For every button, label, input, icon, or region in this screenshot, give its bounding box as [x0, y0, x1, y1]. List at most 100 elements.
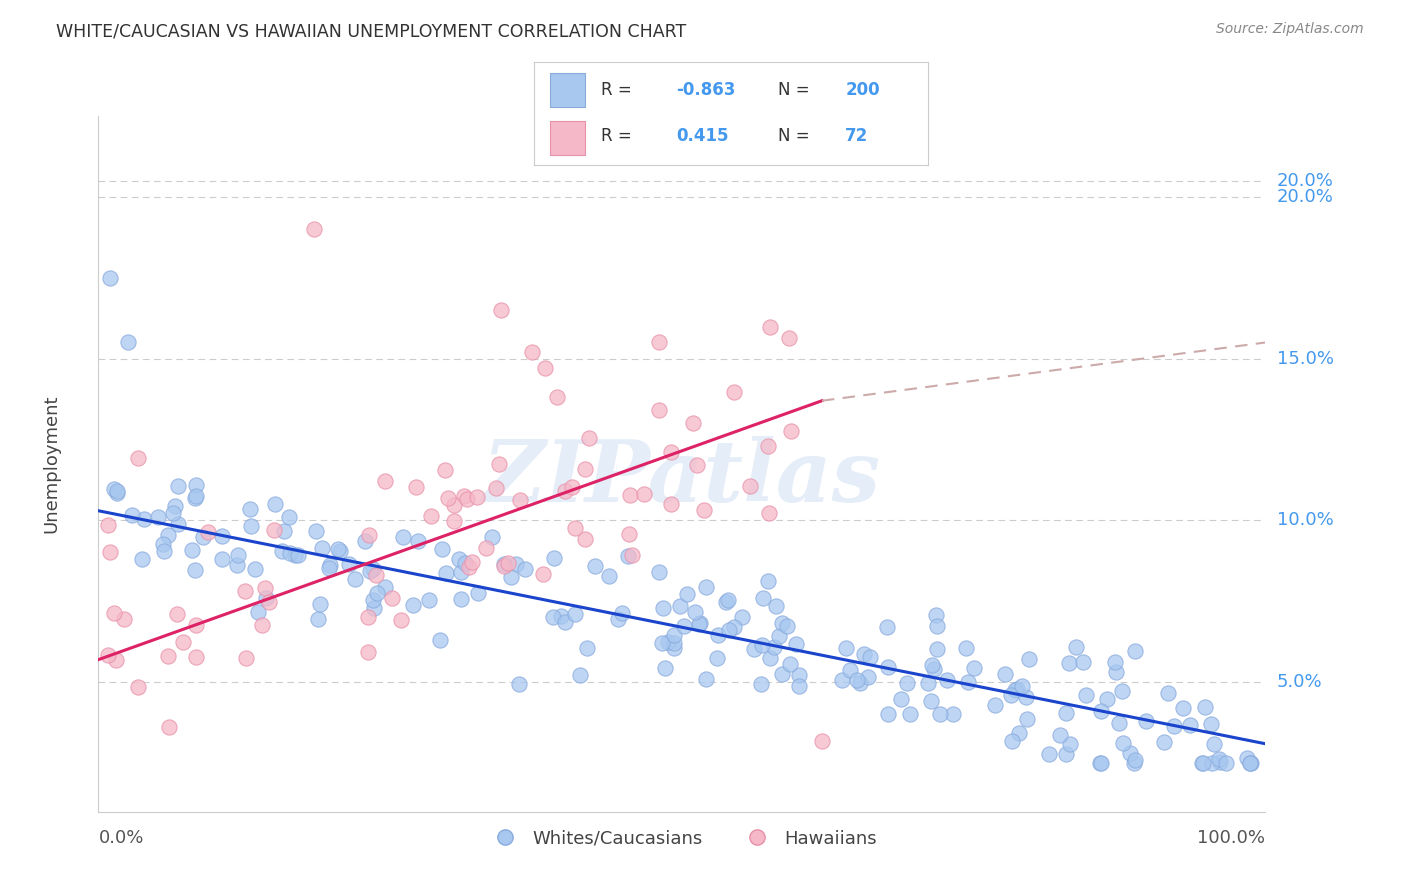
Point: [1111, 684, 1133, 698]
Text: Source: ZipAtlas.com: Source: ZipAtlas.com: [1216, 22, 1364, 37]
Point: [381, 591, 404, 605]
Point: [485, 481, 508, 495]
Point: [1095, 692, 1118, 706]
Text: 100.0%: 100.0%: [1198, 830, 1265, 847]
Point: [1059, 737, 1081, 751]
Point: [561, 480, 583, 494]
Point: [541, 610, 564, 624]
Point: [437, 491, 460, 506]
Point: [488, 457, 510, 471]
Point: [617, 549, 640, 563]
Point: [569, 667, 592, 681]
Point: [361, 562, 384, 576]
Point: [787, 668, 810, 682]
Point: [1090, 705, 1112, 719]
Point: [172, 634, 194, 648]
Point: [1236, 751, 1258, 765]
Point: [758, 506, 780, 520]
Point: [1011, 679, 1033, 693]
Point: [287, 548, 309, 562]
Point: [994, 666, 1017, 681]
Point: [211, 529, 233, 543]
Point: [475, 541, 498, 556]
Point: [718, 623, 741, 637]
Point: [685, 458, 707, 472]
Point: [1239, 756, 1261, 771]
Point: [246, 605, 269, 619]
Point: [546, 390, 568, 404]
Point: [1049, 728, 1071, 742]
Point: [103, 606, 125, 620]
Point: [654, 661, 676, 675]
Point: [344, 572, 367, 586]
Point: [103, 482, 125, 496]
Point: [925, 642, 948, 657]
Point: [1076, 689, 1098, 703]
Point: [1054, 706, 1077, 721]
Point: [354, 534, 377, 549]
Point: [1108, 716, 1130, 731]
Point: [578, 431, 600, 445]
Point: [1057, 656, 1080, 670]
Point: [166, 607, 188, 621]
Point: [742, 642, 765, 657]
Point: [505, 557, 527, 571]
Point: [127, 680, 149, 694]
Point: [311, 541, 333, 556]
Point: [925, 607, 948, 622]
Point: [550, 609, 572, 624]
Point: [619, 488, 641, 502]
Point: [1015, 712, 1038, 726]
Point: [756, 439, 779, 453]
Point: [492, 558, 515, 572]
Point: [1201, 756, 1223, 771]
Point: [770, 666, 793, 681]
Point: [489, 303, 512, 318]
Point: [651, 636, 673, 650]
Point: [460, 556, 482, 570]
Point: [564, 607, 586, 621]
Text: ZIPatlas: ZIPatlas: [482, 436, 882, 519]
Point: [508, 677, 530, 691]
Point: [695, 580, 717, 594]
Point: [920, 693, 942, 707]
Point: [956, 675, 979, 690]
Point: [418, 592, 440, 607]
Point: [877, 707, 900, 722]
Point: [651, 601, 673, 615]
Point: [97, 648, 120, 662]
Point: [917, 675, 939, 690]
Point: [225, 558, 247, 572]
Point: [1014, 690, 1036, 705]
Point: [434, 462, 457, 476]
Text: 15.0%: 15.0%: [1277, 350, 1333, 368]
Point: [921, 658, 943, 673]
Point: [112, 612, 135, 626]
Point: [612, 607, 634, 621]
Point: [361, 592, 384, 607]
Point: [239, 501, 262, 516]
Point: [756, 574, 779, 589]
Point: [846, 673, 869, 687]
Point: [1156, 686, 1178, 700]
Point: [132, 511, 155, 525]
Point: [765, 599, 787, 613]
Point: [121, 508, 143, 522]
Point: [284, 548, 307, 562]
Point: [1191, 756, 1213, 771]
Point: [942, 706, 965, 721]
Point: [105, 486, 128, 500]
Point: [647, 565, 669, 579]
Point: [1066, 640, 1088, 655]
Point: [509, 493, 531, 508]
Point: [280, 546, 302, 560]
Point: [668, 599, 690, 614]
Point: [183, 563, 205, 577]
Text: N =: N =: [779, 81, 815, 99]
Point: [366, 567, 388, 582]
Point: [152, 543, 174, 558]
Point: [389, 613, 412, 627]
Point: [877, 660, 900, 674]
Point: [434, 566, 457, 580]
Point: [1090, 756, 1112, 771]
